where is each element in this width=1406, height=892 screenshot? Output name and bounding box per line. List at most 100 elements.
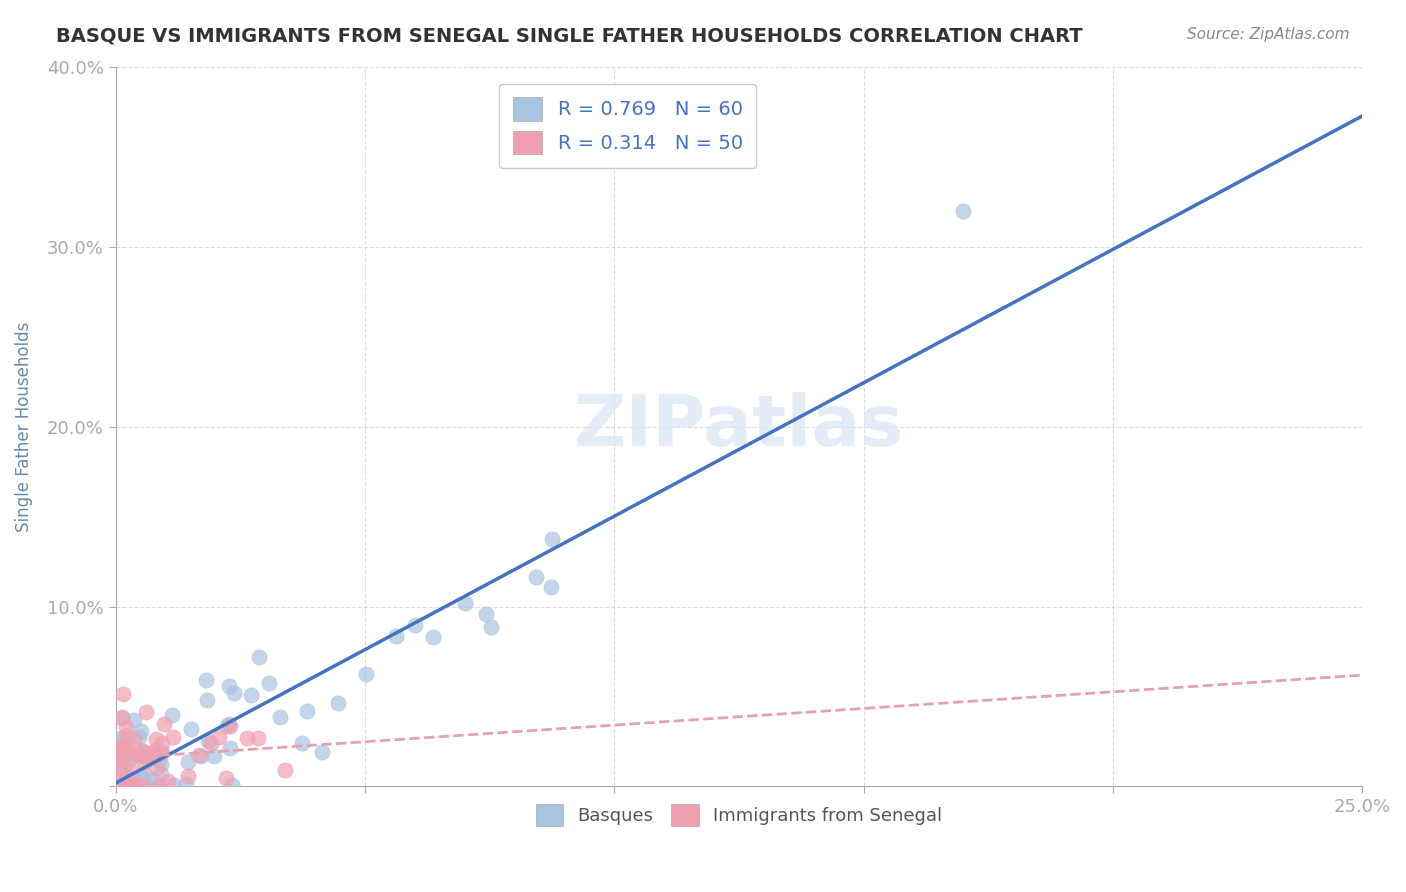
- Point: [135, 705, 157, 719]
- Point: [541, 532, 564, 546]
- Point: [142, 747, 165, 762]
- Point: [404, 618, 426, 632]
- Point: [221, 778, 243, 792]
- Point: [540, 580, 562, 594]
- Point: [190, 748, 212, 763]
- Point: [110, 753, 132, 767]
- Point: [194, 673, 217, 687]
- Point: [148, 778, 170, 792]
- Point: [110, 747, 132, 762]
- Point: [146, 761, 169, 775]
- Point: [125, 748, 148, 763]
- Point: [952, 203, 974, 218]
- Point: [524, 570, 547, 584]
- Point: [121, 764, 143, 779]
- Point: [202, 749, 225, 764]
- Point: [120, 778, 142, 792]
- Point: [145, 743, 167, 757]
- Point: [111, 710, 134, 724]
- Point: [149, 766, 172, 780]
- Point: [328, 696, 350, 710]
- Point: [128, 730, 150, 744]
- Point: [117, 753, 139, 767]
- Point: [269, 710, 291, 724]
- Point: [129, 770, 152, 784]
- Point: [110, 763, 132, 777]
- Point: [219, 741, 242, 756]
- Point: [115, 778, 138, 792]
- Point: [247, 649, 270, 664]
- Point: [132, 744, 155, 758]
- Point: [153, 717, 176, 731]
- Point: [122, 778, 145, 792]
- Text: Source: ZipAtlas.com: Source: ZipAtlas.com: [1187, 27, 1350, 42]
- Point: [188, 748, 211, 763]
- Point: [124, 713, 146, 727]
- Point: [200, 736, 222, 750]
- Point: [149, 778, 172, 792]
- Point: [246, 731, 269, 745]
- Point: [222, 686, 245, 700]
- Point: [121, 778, 143, 792]
- Point: [311, 745, 333, 759]
- Point: [180, 722, 202, 736]
- Point: [129, 723, 152, 738]
- Point: [152, 736, 174, 750]
- Point: [148, 753, 170, 767]
- Point: [118, 745, 141, 759]
- Point: [156, 774, 179, 789]
- Point: [218, 717, 240, 731]
- Point: [174, 777, 197, 791]
- Point: [110, 767, 132, 781]
- Point: [163, 778, 186, 792]
- Point: [134, 750, 156, 764]
- Point: [291, 736, 314, 750]
- Point: [118, 778, 141, 792]
- Point: [134, 767, 156, 781]
- Point: [218, 679, 240, 693]
- Point: [134, 756, 156, 770]
- Point: [475, 607, 498, 622]
- Point: [110, 711, 132, 725]
- Point: [122, 732, 145, 747]
- Point: [115, 739, 138, 753]
- Legend: Basques, Immigrants from Senegal: Basques, Immigrants from Senegal: [527, 795, 950, 835]
- Point: [208, 730, 231, 744]
- Point: [132, 772, 155, 787]
- Point: [110, 731, 132, 745]
- Text: BASQUE VS IMMIGRANTS FROM SENEGAL SINGLE FATHER HOUSEHOLDS CORRELATION CHART: BASQUE VS IMMIGRANTS FROM SENEGAL SINGLE…: [56, 27, 1083, 45]
- Point: [129, 747, 152, 761]
- Point: [385, 629, 408, 643]
- Point: [257, 676, 280, 690]
- Point: [120, 778, 142, 792]
- Point: [218, 719, 240, 733]
- Point: [235, 731, 257, 745]
- Point: [162, 707, 184, 722]
- Point: [110, 738, 132, 752]
- Point: [110, 778, 132, 792]
- Point: [141, 746, 163, 760]
- Point: [117, 751, 139, 765]
- Point: [132, 747, 155, 761]
- Point: [197, 733, 219, 747]
- Point: [110, 778, 132, 792]
- Point: [149, 757, 172, 772]
- Point: [132, 778, 155, 792]
- Point: [454, 596, 477, 610]
- Point: [110, 735, 132, 749]
- Point: [215, 771, 238, 785]
- Point: [195, 692, 218, 706]
- Point: [356, 666, 378, 681]
- Point: [145, 732, 167, 747]
- Point: [274, 763, 297, 777]
- Point: [142, 772, 165, 786]
- Point: [115, 778, 138, 792]
- Point: [162, 730, 184, 744]
- Point: [217, 719, 239, 733]
- Point: [114, 720, 136, 734]
- Point: [112, 778, 135, 792]
- Point: [110, 741, 132, 756]
- Point: [125, 778, 148, 792]
- Point: [240, 689, 263, 703]
- Point: [176, 769, 198, 783]
